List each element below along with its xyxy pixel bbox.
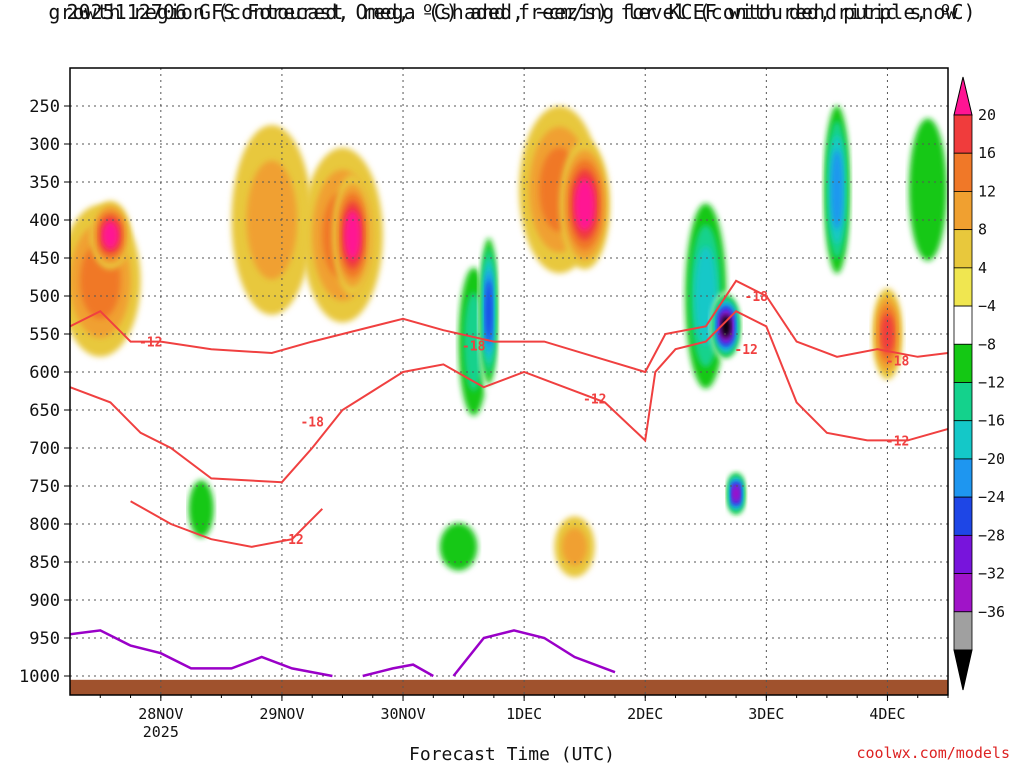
contour-label-3: -18	[462, 339, 486, 354]
contour-label-4: -12	[583, 393, 606, 408]
x-tick-label-28NOV: 28NOV	[138, 705, 183, 723]
contour-label-5: -18	[745, 290, 769, 305]
omega-cell-10-8	[720, 315, 732, 338]
y-tick-label-400: 400	[29, 211, 60, 231]
colorbar-top-arrow	[953, 76, 973, 116]
colorbar-swatch-8	[953, 420, 973, 460]
colorbar-label-11: −28	[978, 526, 1005, 544]
omega-cell-1-4	[102, 221, 119, 249]
dendritic-contour-minus12-low	[130, 500, 324, 548]
colorbar-swatch-11	[953, 534, 973, 574]
contour-label-6: -12	[734, 343, 757, 358]
y-tick-label-650: 650	[29, 401, 60, 421]
x-axis-title: Forecast Time (UTC)	[409, 744, 615, 765]
y-tick-label-1000: 1000	[19, 667, 60, 687]
colorbar-label-5: −4	[978, 297, 996, 315]
chart-title-line-2: growth region (contoured, red, ºC) and f…	[48, 0, 976, 24]
colorbar-swatch-13	[953, 611, 973, 651]
y-tick-label-550: 550	[29, 325, 60, 345]
chart-title-line-1: 2025112706 GFS Forecast Omega (shaded, −…	[66, 0, 958, 24]
colorbar-label-3: 8	[978, 221, 987, 239]
y-tick-label-350: 350	[29, 173, 60, 193]
omega-cell-17-1	[561, 527, 588, 566]
colorbar-label-0: 20	[978, 106, 996, 124]
contour-label-1: -18	[300, 415, 324, 430]
contour-label-0: -12	[139, 336, 162, 351]
colorbar-label-10: −24	[978, 488, 1005, 506]
colorbar-label-12: −32	[978, 565, 1005, 583]
colorbar-label-2: 12	[978, 182, 996, 200]
colorbar-swatch-6	[953, 343, 973, 383]
y-tick-label-600: 600	[29, 363, 60, 383]
contour-label-8: -12	[886, 434, 909, 449]
colorbar-swatch-2	[953, 191, 973, 231]
y-tick-label-250: 250	[29, 97, 60, 117]
colorbar-label-1: 16	[978, 144, 996, 162]
y-tick-label-900: 900	[29, 591, 60, 611]
omega-cell-5-2	[463, 292, 484, 391]
colorbar-label-4: 4	[978, 259, 987, 277]
freezing-level-contour	[70, 629, 333, 678]
omega-cell-2-1	[246, 160, 298, 280]
plot-background	[70, 68, 948, 695]
freezing-level-contour-2	[362, 663, 434, 678]
omega-cell-11-7	[732, 485, 740, 502]
x-tick-label-4DEC: 4DEC	[869, 705, 905, 723]
contour-label-2: -12	[280, 533, 303, 548]
colorbar-swatch-0	[953, 114, 973, 154]
dendritic-contour-minus12	[70, 309, 948, 484]
x-tick-sublabel-28NOV: 2025	[143, 723, 179, 741]
y-tick-label-750: 750	[29, 477, 60, 497]
colorbar-label-8: −16	[978, 412, 1005, 430]
y-tick-label-500: 500	[29, 287, 60, 307]
contour-label-7: -18	[886, 355, 910, 370]
omega-cell-6-5	[485, 279, 493, 343]
omega-cell-4-4	[344, 210, 361, 260]
omega-cell-15-1	[439, 523, 478, 571]
y-tick-label-300: 300	[29, 135, 60, 155]
omega-field	[70, 75, 948, 585]
x-tick-label-2DEC: 2DEC	[627, 705, 663, 723]
y-tick-label-950: 950	[29, 629, 60, 649]
colorbar-swatch-12	[953, 573, 973, 613]
x-tick-label-30NOV: 30NOV	[380, 705, 425, 723]
dendritic-contour-minus18	[70, 279, 948, 374]
plot-frame	[69, 67, 949, 696]
colorbar-label-6: −8	[978, 335, 996, 353]
colorbar-swatch-5	[953, 305, 973, 345]
y-tick-label-800: 800	[29, 515, 60, 535]
credit-link[interactable]: coolwx.com/models	[856, 744, 1010, 762]
colorbar-bottom-arrow	[953, 649, 973, 691]
omega-cell-8-4	[574, 178, 595, 231]
omega-cell-12-4	[830, 150, 844, 230]
x-tick-label-1DEC: 1DEC	[506, 705, 542, 723]
colorbar-label-13: −36	[978, 603, 1005, 621]
colorbar-swatch-3	[953, 229, 973, 269]
colorbar-swatch-4	[953, 267, 973, 307]
y-tick-label-850: 850	[29, 553, 60, 573]
colorbar-label-7: −12	[978, 374, 1005, 392]
colorbar-label-9: −20	[978, 450, 1005, 468]
colorbar-swatch-10	[953, 496, 973, 536]
freezing-level-contour-3	[452, 629, 616, 677]
x-tick-label-29NOV: 29NOV	[259, 705, 304, 723]
colorbar-swatch-9	[953, 458, 973, 498]
colorbar-swatch-7	[953, 382, 973, 422]
y-tick-label-700: 700	[29, 439, 60, 459]
colorbar-swatch-1	[953, 152, 973, 192]
omega-cell-14-1	[908, 118, 947, 261]
omega-cell-16-1	[188, 480, 214, 538]
y-tick-label-450: 450	[29, 249, 60, 269]
x-tick-label-3DEC: 3DEC	[748, 705, 784, 723]
ground-surface	[70, 679, 948, 695]
